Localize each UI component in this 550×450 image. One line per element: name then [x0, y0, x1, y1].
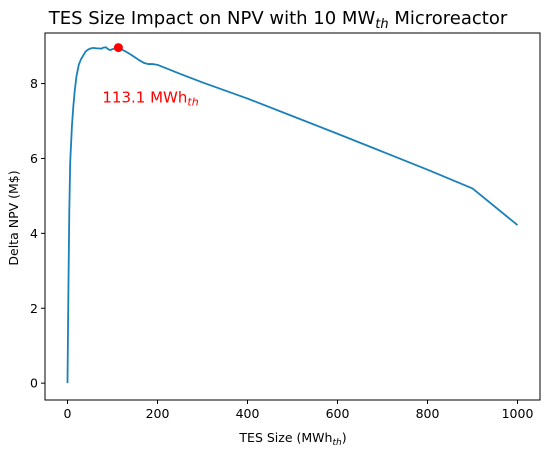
- x-tick-label: 200: [146, 406, 170, 421]
- plot-area: [66, 43, 519, 384]
- chart-title: TES Size Impact on NPV with 10 MWth Micr…: [48, 8, 508, 32]
- x-tick-label: 600: [326, 406, 350, 421]
- x-tick-label: 400: [236, 406, 260, 421]
- y-tick-label: 2: [30, 301, 38, 316]
- y-tick-label: 8: [30, 76, 38, 91]
- y-axis-ticks: 0 2 4 6 8: [30, 76, 45, 391]
- optimum-point: [113, 43, 123, 53]
- x-tick-label: 800: [416, 406, 440, 421]
- x-tick-label: 0: [64, 406, 72, 421]
- x-tick-label: 1000: [502, 406, 534, 421]
- npv-series-line: [66, 46, 519, 384]
- x-axis-label: TES Size (MWhth): [238, 430, 346, 448]
- y-tick-label: 6: [30, 151, 38, 166]
- y-tick-label: 0: [30, 376, 38, 391]
- y-axis-label: Delta NPV (M$): [6, 170, 21, 265]
- peak-annotation: 113.1 MWhth: [102, 89, 198, 109]
- axes-frame: [44, 32, 541, 401]
- y-tick-label: 4: [30, 226, 38, 241]
- x-axis-ticks: 0 200 400 600 800 1000: [64, 400, 534, 421]
